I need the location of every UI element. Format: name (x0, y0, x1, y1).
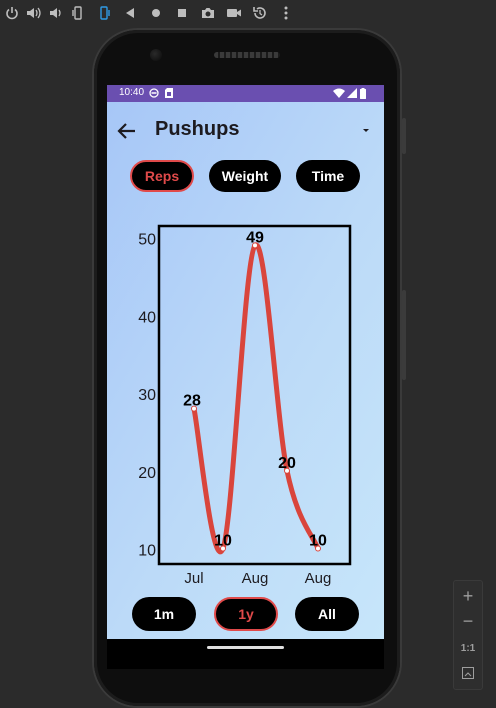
page-title: Pushups (155, 118, 240, 140)
device-power-button (402, 118, 406, 154)
actual-size-button[interactable]: 1:1 (460, 642, 476, 654)
volume-up-icon[interactable] (24, 3, 44, 23)
emulator-toolbar (0, 0, 496, 26)
x-tick-label: Aug (242, 570, 269, 587)
home-icon[interactable] (146, 3, 166, 23)
range-1m-button[interactable]: 1m (132, 597, 196, 631)
reps-line-chart: 10 20 30 40 50 Jul Aug Aug 28 10 49 20 10 (138, 224, 352, 587)
chart-plot-border (157, 224, 352, 566)
data-point (220, 545, 226, 552)
data-point (191, 405, 197, 412)
data-label: 10 (309, 532, 327, 549)
power-icon[interactable] (2, 3, 22, 23)
status-time: 10:40 (119, 87, 145, 98)
back-icon[interactable] (120, 3, 140, 23)
range-1y-button[interactable]: 1y (214, 597, 278, 631)
camera-icon[interactable] (198, 3, 218, 23)
zoom-out-button[interactable]: − (462, 610, 474, 631)
battery-icon (360, 88, 366, 102)
data-point (252, 242, 258, 249)
data-label: 49 (246, 229, 264, 246)
replay-icon[interactable] (250, 3, 270, 23)
rotate-left-icon[interactable] (68, 3, 88, 23)
data-label: 28 (183, 393, 201, 410)
data-label: 20 (278, 455, 296, 472)
range-all-button[interactable]: All (295, 597, 359, 631)
data-point (284, 467, 290, 474)
status-bar: 10:40 (107, 85, 384, 102)
earpiece-speaker (214, 52, 280, 58)
device-volume-button (402, 290, 406, 380)
cell-signal-icon (347, 88, 357, 101)
more-icon[interactable] (276, 3, 296, 23)
y-tick-label: 40 (138, 309, 156, 326)
system-nav-bar (107, 639, 384, 669)
data-point (315, 545, 321, 552)
zoom-panel: + − 1:1 (453, 580, 483, 690)
back-arrow-icon[interactable] (115, 119, 139, 143)
data-label: 10 (214, 532, 232, 549)
x-tick-label: Jul (184, 570, 203, 587)
fit-screen-icon[interactable] (454, 661, 482, 685)
sim-card-icon (165, 88, 173, 101)
front-camera (150, 49, 162, 61)
app-screen: 10:40 Pushups Reps Weight Time 10 20 30 40 5… (107, 85, 384, 639)
y-tick-label: 30 (138, 387, 156, 404)
rotate-right-icon[interactable] (94, 3, 114, 23)
video-icon[interactable] (224, 3, 244, 23)
tab-time[interactable]: Time (296, 160, 360, 192)
volume-down-icon[interactable] (46, 3, 66, 23)
overview-icon[interactable] (172, 3, 192, 23)
y-tick-label: 50 (138, 232, 156, 249)
y-tick-label: 10 (138, 542, 156, 559)
wifi-icon (333, 88, 345, 101)
tab-weight[interactable]: Weight (209, 160, 281, 192)
y-tick-label: 20 (138, 465, 156, 482)
zoom-in-button[interactable]: + (462, 585, 474, 606)
home-gesture-pill[interactable] (207, 646, 284, 649)
series-line (191, 242, 321, 555)
dropdown-arrow-icon[interactable] (359, 123, 373, 137)
x-tick-label: Aug (305, 570, 332, 587)
dnd-icon (149, 88, 159, 101)
tab-reps[interactable]: Reps (130, 160, 194, 192)
